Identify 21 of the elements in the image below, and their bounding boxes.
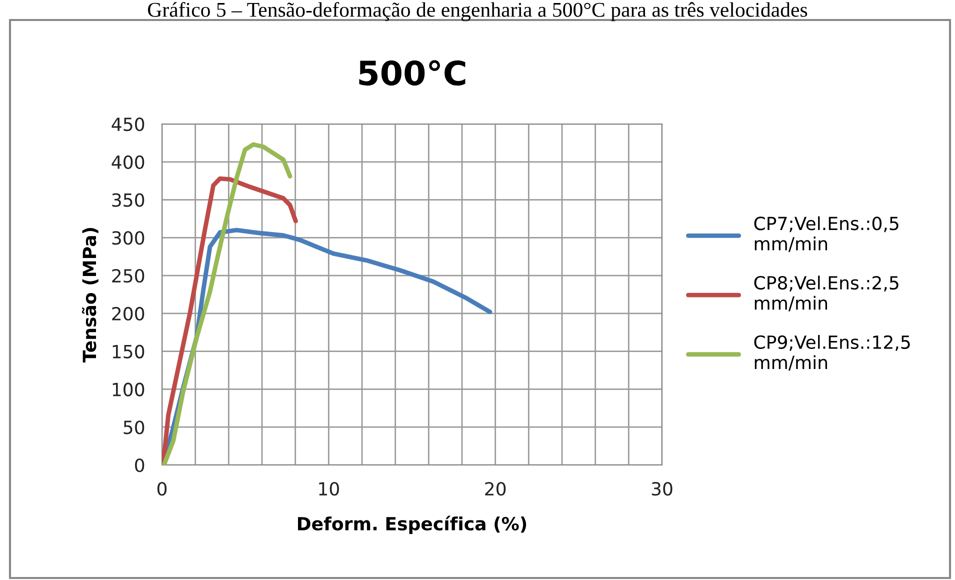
x-tick-label: 20 [485, 482, 506, 496]
y-axis-title: Tensão (MPa) [82, 228, 98, 362]
chart-title: 500°C [359, 60, 466, 86]
x-axis-title: Deform. Específica (%) [298, 516, 526, 534]
y-tick-label: 200 [112, 306, 144, 321]
y-tick-label: 250 [112, 269, 144, 283]
y-tick-label: 100 [112, 382, 144, 396]
y-tick-label: 0 [135, 458, 144, 472]
x-tick-label: 10 [319, 482, 339, 496]
x-tick-label: 30 [652, 482, 672, 496]
text: Gráfico 5 – Tensão-deformação de engenharia a 500°C para as três velocidades [148, 2, 808, 22]
legend-label: CP9;Vel.Ens.:12,5 mm/min [754, 335, 910, 371]
legend-label: CP7;Vel.Ens.:0,5 mm/min [754, 216, 898, 252]
y-tick-label: 350 [112, 193, 144, 207]
y-tick-label: 50 [124, 420, 144, 434]
y-tick-label: 150 [112, 344, 144, 358]
x-tick-label: 0 [157, 482, 167, 496]
legend-label: CP8;Vel.Ens.:2,5 mm/min [754, 276, 898, 312]
y-tick-label: 450 [112, 117, 144, 132]
y-tick-label: 300 [112, 231, 144, 245]
y-tick-label: 400 [112, 155, 144, 170]
